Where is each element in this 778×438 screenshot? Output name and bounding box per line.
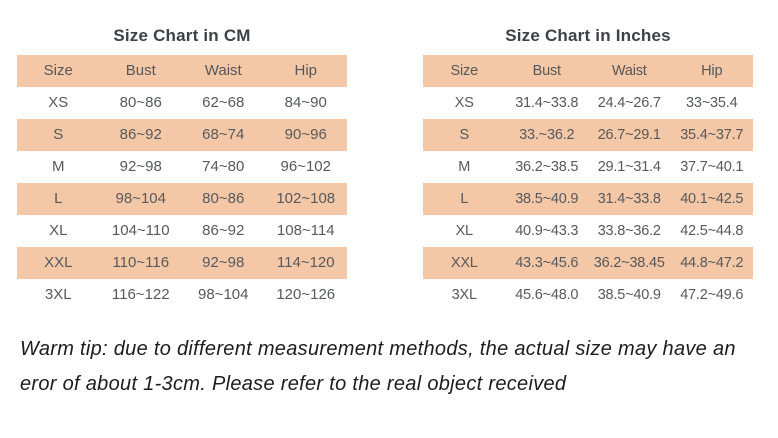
- warm-tip-note: Warm tip: due to different measurement m…: [20, 332, 736, 402]
- table-cell: 43.3~45.6: [515, 255, 579, 271]
- header-cell: Waist: [611, 63, 647, 79]
- note-line-1: Warm tip: due to different measurement m…: [20, 338, 736, 360]
- table-cell: S: [53, 126, 64, 143]
- table-cell: 45.6~48.0: [515, 287, 579, 303]
- table-cell: 108~114: [276, 222, 335, 239]
- table-header-row: Size Bust Waist Hip: [423, 55, 753, 87]
- table-cell: 86~92: [202, 222, 245, 239]
- size-chart-inches: Size Chart in Inches Size Bust Waist Hip XS 3…: [423, 26, 753, 311]
- table-cell: 92~98: [119, 158, 162, 175]
- table-cell: 35.4~37.7: [680, 127, 744, 143]
- table-cell: XS: [454, 95, 474, 111]
- header-cell: Size: [450, 63, 479, 79]
- table-cell: S: [459, 127, 470, 143]
- table-cell: 26.7~29.1: [597, 127, 661, 143]
- table-row: 3XL 45.6~48.0 38.5~40.9 47.2~49.6: [423, 279, 753, 311]
- note-line-2: eror of about 1-3cm. Please refer to the…: [20, 373, 567, 395]
- table-cell: 102~108: [276, 190, 336, 207]
- table-row: L 38.5~40.9 31.4~33.8 40.1~42.5: [423, 183, 753, 215]
- table-cell: 42.5~44.8: [680, 223, 744, 239]
- table-row: XS 31.4~33.8 24.4~26.7 33~35.4: [423, 87, 753, 119]
- chart-title-cm: Size Chart in CM: [113, 26, 251, 45]
- table-cell: 31.4~33.8: [515, 95, 579, 111]
- chart-title-inches: Size Chart in Inches: [505, 26, 671, 45]
- table-cell: 38.5~40.9: [597, 287, 661, 303]
- header-cell: Hip: [701, 63, 723, 79]
- table-cell: 92~98: [202, 254, 245, 271]
- table-cell: 3XL: [451, 287, 477, 303]
- header-cell: Bust: [532, 63, 561, 79]
- header-cell: Hip: [294, 62, 317, 79]
- table-cell: L: [54, 190, 63, 207]
- header-cell: Waist: [204, 62, 242, 79]
- table-cell: 24.4~26.7: [597, 95, 661, 111]
- table-cell: 36.2~38.45: [593, 255, 665, 271]
- table-cell: 31.4~33.8: [597, 191, 661, 207]
- table-row: M 92~98 74~80 96~102: [17, 151, 347, 183]
- table-row: XXL 110~116 92~98 114~120: [17, 247, 347, 279]
- table-row: S 86~92 68~74 90~96: [17, 119, 347, 151]
- table-cell: 80~86: [119, 94, 162, 111]
- table-cell: XXL: [450, 255, 478, 271]
- table-row: M 36.2~38.5 29.1~31.4 37.7~40.1: [423, 151, 753, 183]
- table-cell: 110~116: [112, 254, 170, 271]
- table-row: XS 80~86 62~68 84~90: [17, 87, 347, 119]
- table-cell: 33~35.4: [686, 95, 738, 111]
- table-cell: 84~90: [284, 94, 327, 111]
- table-cell: 29.1~31.4: [597, 159, 661, 175]
- table-row: XL 104~110 86~92 108~114: [17, 215, 347, 247]
- table-cell: M: [52, 158, 65, 175]
- size-table-inches: Size Bust Waist Hip XS 31.4~33.8 24.4~26.7 33~3…: [423, 55, 753, 311]
- table-cell: XS: [48, 94, 69, 111]
- table-cell: XL: [49, 222, 68, 239]
- table-cell: 44.8~47.2: [680, 255, 744, 271]
- table-row: S 33.~36.2 26.7~29.1 35.4~37.7: [423, 119, 753, 151]
- table-cell: 40.9~43.3: [515, 223, 579, 239]
- table-cell: L: [460, 191, 469, 207]
- table-cell: 36.2~38.5: [515, 159, 579, 175]
- table-cell: XXL: [44, 254, 73, 271]
- table-cell: 116~122: [111, 286, 170, 303]
- table-cell: 86~92: [119, 126, 162, 143]
- charts-container: Size Chart in CM Size Bust Waist Hip XS 80~86…: [17, 26, 753, 311]
- table-cell: 104~110: [111, 222, 170, 239]
- size-chart-cm: Size Chart in CM Size Bust Waist Hip XS 80~86…: [17, 26, 347, 311]
- table-cell: 114~120: [276, 254, 335, 271]
- table-cell: 33.~36.2: [519, 127, 575, 143]
- size-table-cm: Size Bust Waist Hip XS 80~86 62~68 84~90 S 86~92 6…: [17, 55, 347, 311]
- table-cell: 68~74: [202, 126, 245, 143]
- table-cell: 47.2~49.6: [680, 287, 744, 303]
- table-header-row: Size Bust Waist Hip: [17, 55, 347, 87]
- header-cell: Bust: [125, 62, 156, 79]
- table-row: XL 40.9~43.3 33.8~36.2 42.5~44.8: [423, 215, 753, 247]
- table-row: L 98~104 80~86 102~108: [17, 183, 347, 215]
- table-cell: 120~126: [276, 286, 336, 303]
- table-row: 3XL 116~122 98~104 120~126: [17, 279, 347, 311]
- table-cell: 80~86: [202, 190, 245, 207]
- table-cell: M: [458, 159, 471, 175]
- table-cell: 62~68: [202, 94, 245, 111]
- table-cell: 90~96: [284, 126, 327, 143]
- table-cell: 3XL: [44, 286, 72, 303]
- table-cell: 40.1~42.5: [680, 191, 744, 207]
- header-cell: Size: [43, 62, 73, 79]
- table-cell: 37.7~40.1: [680, 159, 744, 175]
- table-cell: 74~80: [202, 158, 245, 175]
- table-cell: 98~104: [198, 286, 249, 303]
- table-cell: 33.8~36.2: [597, 223, 661, 239]
- table-cell: 96~102: [280, 158, 331, 175]
- table-cell: 38.5~40.9: [515, 191, 579, 207]
- table-cell: 98~104: [115, 190, 166, 207]
- table-cell: XL: [455, 223, 474, 239]
- table-row: XXL 43.3~45.6 36.2~38.45 44.8~47.2: [423, 247, 753, 279]
